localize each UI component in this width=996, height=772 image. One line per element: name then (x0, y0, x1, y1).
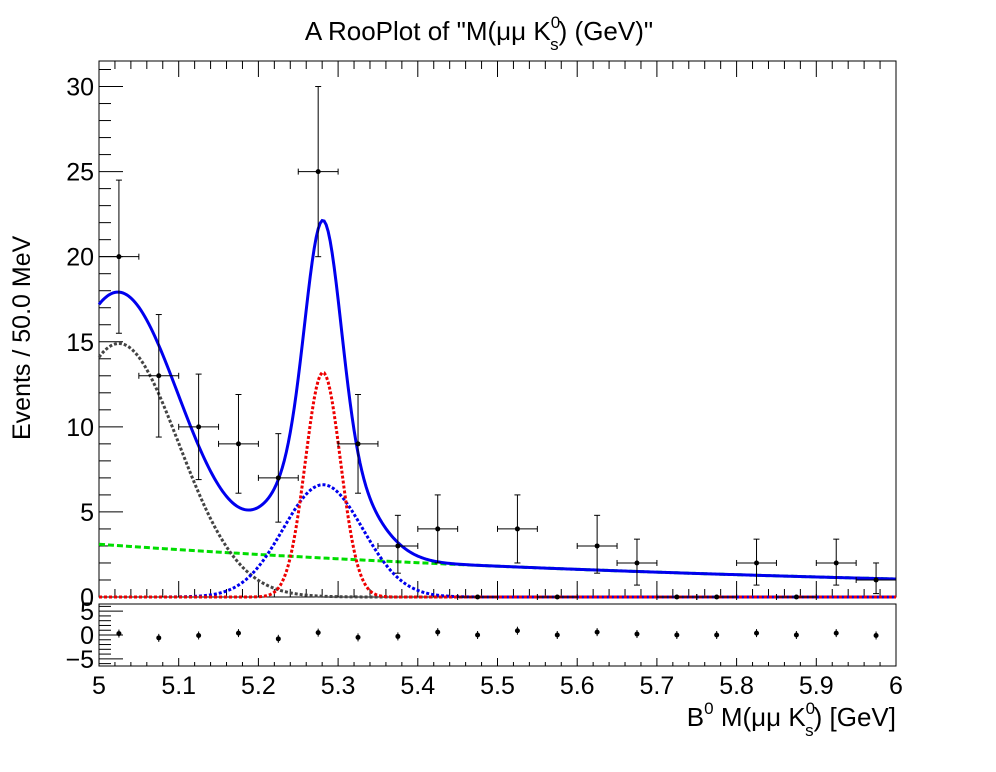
x-tick-label: 5.4 (400, 672, 435, 700)
pull-axis-ticks (98, 605, 897, 666)
data-point (634, 560, 640, 566)
pull-point (554, 632, 560, 638)
data-point (235, 441, 241, 447)
y-tick-label: 30 (66, 74, 94, 102)
data-point (395, 543, 401, 549)
y-tick-label: 5 (80, 499, 94, 527)
data-point (754, 560, 760, 566)
data-point (275, 475, 281, 481)
curve-signal-narrow (99, 371, 896, 599)
data-point (793, 594, 799, 600)
x-axis-label: B0 M(μμ K0 s) [GeV] (687, 699, 896, 740)
x-tick-labels: 5 5.1 5.2 5.3 5.4 5.5 5.6 5.7 5.8 5.9 6 (92, 672, 903, 700)
pull-point (514, 628, 520, 634)
chart-title: A RooPlot of "M(μμ K0 s) (GeV)" (305, 13, 653, 54)
pull-point (395, 633, 401, 639)
x-tick-label: 5.1 (161, 672, 196, 700)
pull-point (475, 632, 481, 638)
curve-partial-background (97, 341, 896, 599)
y-tick-label: 20 (66, 244, 94, 272)
x-tick-label: 6 (889, 672, 903, 700)
x-tick-label: 5.2 (241, 672, 276, 700)
x-tick-label: 5 (92, 672, 106, 700)
pull-point (714, 632, 720, 638)
x-tick-label: 5.3 (321, 672, 356, 700)
main-plot-frame (98, 60, 897, 598)
data-point (355, 441, 361, 447)
pull-y-tick-label: 5 (80, 598, 94, 626)
data-point (116, 254, 122, 260)
y-tick-labels: 0 5 10 15 20 25 30 (66, 74, 94, 612)
y-tick-label: 25 (66, 159, 94, 187)
pull-point (156, 635, 162, 641)
data-point (833, 560, 839, 566)
x-tick-label: 5.6 (560, 672, 595, 700)
y-axis-label: Events / 50.0 MeV (8, 235, 36, 440)
data-point (714, 594, 720, 600)
x-tick-label: 5.8 (719, 672, 754, 700)
data-point (435, 526, 441, 532)
pull-y-tick-label: −5 (65, 646, 94, 674)
data-point (156, 373, 162, 379)
y-tick-label: 10 (66, 414, 94, 442)
data-point (554, 594, 560, 600)
data-point (514, 526, 520, 532)
pull-point (754, 630, 760, 636)
fit-curves (97, 218, 897, 599)
pull-point (196, 632, 202, 638)
curve-signal-wide (99, 483, 896, 599)
pull-point (235, 630, 241, 636)
data-point (475, 594, 481, 600)
pull-point (275, 636, 281, 642)
pull-point (873, 632, 879, 638)
pull-point (674, 632, 680, 638)
data-point (315, 169, 321, 175)
pull-point (793, 632, 799, 638)
pull-y-tick-label: 0 (80, 622, 94, 650)
pull-point (355, 634, 361, 640)
data-points (98, 86, 897, 600)
y-tick-label: 0 (80, 584, 94, 612)
pull-point (634, 631, 640, 637)
pull-plot-frame (98, 603, 897, 667)
pull-point (594, 629, 600, 635)
pull-points (116, 626, 879, 643)
curve-total (97, 218, 897, 581)
main-axis-ticks (98, 61, 897, 598)
data-point (674, 594, 680, 600)
x-tick-label: 5.5 (480, 672, 515, 700)
x-tick-label: 5.7 (640, 672, 675, 700)
pull-y-tick-labels: −505 (65, 598, 94, 674)
y-tick-label: 15 (66, 329, 94, 357)
data-point (196, 424, 202, 430)
pull-point (315, 630, 321, 636)
data-point (594, 543, 600, 549)
x-tick-label: 5.9 (799, 672, 834, 700)
pull-point (833, 630, 839, 636)
data-point (873, 577, 879, 583)
pull-point (435, 629, 441, 635)
pull-point (116, 631, 122, 637)
